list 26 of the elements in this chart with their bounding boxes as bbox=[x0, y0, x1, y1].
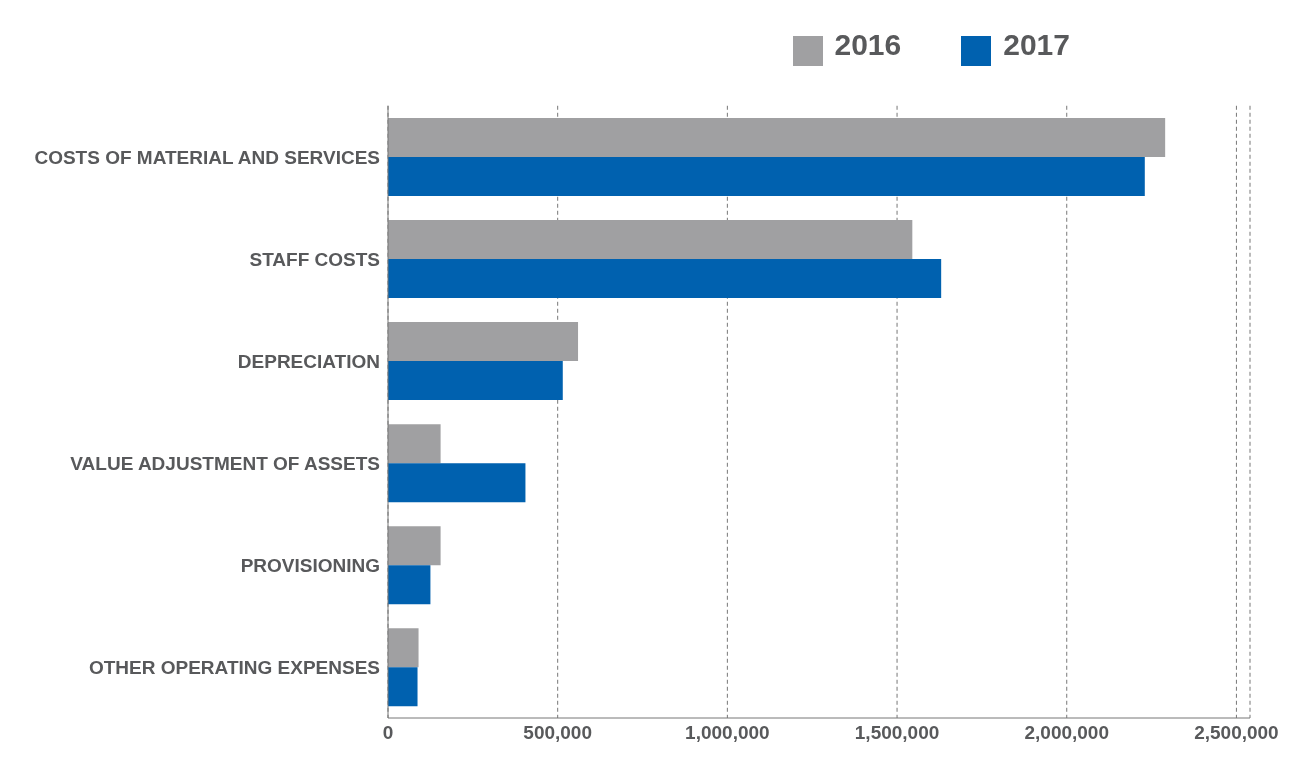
bar bbox=[388, 220, 913, 260]
y-tick-label: DEPRECIATION bbox=[237, 350, 380, 372]
x-tick-label: 500,000 bbox=[523, 722, 593, 744]
bar bbox=[388, 424, 441, 464]
y-tick-label: STAFF COSTS bbox=[249, 248, 380, 270]
y-tick-label: PROVISIONING bbox=[240, 554, 380, 576]
bar bbox=[388, 463, 526, 503]
bar bbox=[388, 628, 419, 668]
bar bbox=[388, 157, 1145, 197]
y-tick-label: OTHER OPERATING EXPENSES bbox=[88, 656, 380, 678]
bar bbox=[388, 322, 579, 362]
bar bbox=[388, 259, 942, 299]
x-tick-label: 1,500,000 bbox=[854, 722, 940, 744]
x-tick-label: 2,000,000 bbox=[1024, 722, 1110, 744]
legend-label: 2016 bbox=[834, 28, 902, 61]
bar bbox=[388, 667, 418, 707]
y-tick-label: VALUE ADJUSTMENT OF ASSETS bbox=[70, 452, 380, 474]
bar bbox=[388, 361, 563, 401]
x-tick-label: 0 bbox=[382, 722, 394, 744]
y-tick-label: COSTS OF MATERIAL AND SERVICES bbox=[34, 146, 380, 168]
x-tick-label: 2,500,000 bbox=[1194, 722, 1279, 744]
bar bbox=[388, 565, 431, 605]
legend-label: 2017 bbox=[1003, 28, 1070, 61]
bar bbox=[388, 526, 441, 566]
bar bbox=[388, 118, 1166, 158]
x-tick-label: 1,000,000 bbox=[685, 722, 770, 744]
